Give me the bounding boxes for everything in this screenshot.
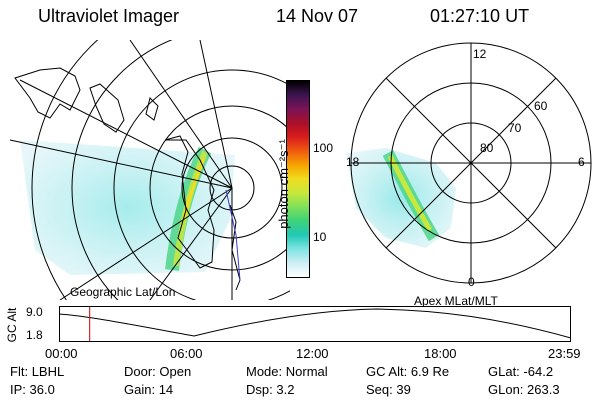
- mlt-spokes: [351, 43, 591, 283]
- date-label: 14 Nov 07: [276, 6, 359, 26]
- mlt-caption: Apex MLat/MLT: [414, 294, 498, 308]
- info-dsp: Dsp: 3.2: [246, 382, 295, 397]
- alt-ylabel: GC Alt: [5, 307, 19, 343]
- info-flt: Flt: LBHL: [10, 364, 65, 379]
- lon-lines: [9, 40, 233, 300]
- alt-xtick-1: 06:00: [170, 346, 203, 361]
- mlt-polar-map: 12 18 6 0 60 70 80: [346, 42, 592, 288]
- info-mode: Mode: Normal: [246, 364, 328, 379]
- colorbar-tick-100: 100: [313, 141, 334, 155]
- geo-caption: Geographic Lat/Lon: [70, 285, 175, 299]
- altitude-plot: [59, 306, 571, 342]
- info-gc-alt: GC Alt: 6.9 Re: [366, 364, 450, 379]
- info-seq: Seq: 39: [366, 382, 411, 397]
- info-door: Door: Open: [124, 364, 192, 379]
- info-row-2: IP: 36.0 Gain: 14 Dsp: 3.2 Seq: 39 GLon:…: [10, 382, 600, 398]
- colorbar: [286, 80, 310, 278]
- geographic-map: Geographic Lat/Lon: [9, 40, 290, 300]
- altitude-curve: [59, 308, 571, 339]
- alt-xtick-2: 12:00: [296, 346, 329, 361]
- mlt-label-6: 6: [578, 155, 585, 169]
- alt-ytick-high: 9.0: [26, 305, 43, 319]
- track-line: [225, 189, 241, 281]
- mlt-label-0: 0: [468, 275, 475, 288]
- info-glon: GLon: 263.3: [488, 382, 560, 397]
- mlat-label-70: 70: [508, 121, 522, 135]
- time-label: 01:27:10 UT: [430, 6, 530, 26]
- alt-xtick-4: 23:59: [548, 346, 581, 361]
- info-gain: Gain: 14: [124, 382, 174, 397]
- alt-xtick-3: 18:00: [424, 346, 457, 361]
- mlt-label-12: 12: [473, 47, 487, 61]
- info-ip: IP: 36.0: [10, 382, 55, 397]
- alt-ytick-low: 1.8: [26, 328, 43, 342]
- mlt-label-18: 18: [346, 155, 360, 169]
- coastlines: [14, 67, 241, 291]
- instrument-title: Ultraviolet Imager: [38, 6, 180, 26]
- colorbar-tick-10: 10: [313, 230, 327, 244]
- alt-xtick-0: 00:00: [45, 346, 78, 361]
- mlat-label-60: 60: [534, 99, 548, 113]
- colorbar-unit-label: photon cm⁻²s⁻¹: [276, 139, 291, 229]
- info-row-1: Flt: LBHL Door: Open Mode: Normal GC Alt…: [10, 364, 600, 380]
- info-glat: GLat: -64.2: [488, 364, 554, 379]
- mlat-label-80: 80: [480, 141, 494, 155]
